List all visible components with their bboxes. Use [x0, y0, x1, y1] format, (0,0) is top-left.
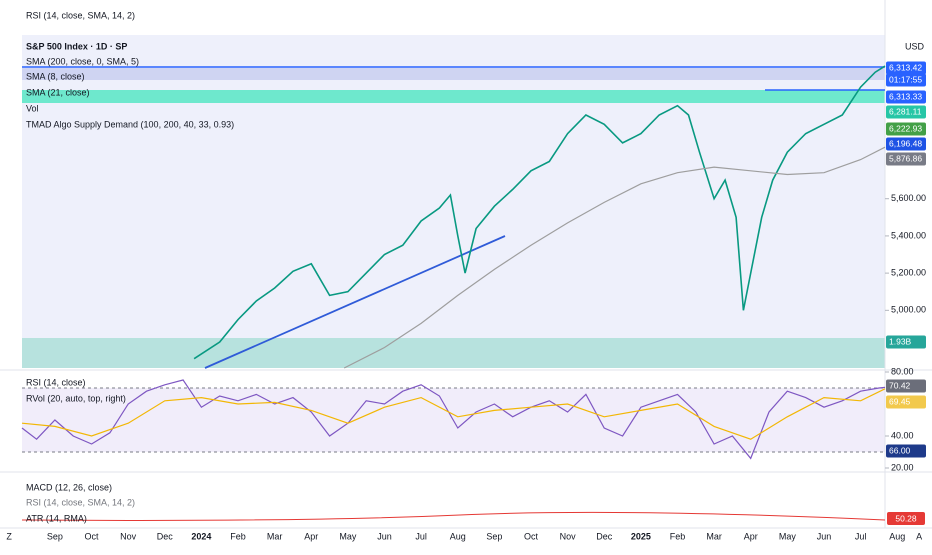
x-tick-label: Jun — [377, 531, 392, 541]
rsi-legend: RSI (14, close, SMA, 14, 2) — [26, 497, 135, 507]
price-tag — [886, 444, 926, 458]
x-tick-label: Mar — [706, 531, 722, 541]
price-tag — [886, 137, 926, 151]
y-tick-label: 20.00 — [891, 462, 914, 472]
header-indicator: RSI (14, close, SMA, 14, 2) — [26, 10, 135, 20]
x-tick-label: Jul — [855, 531, 867, 541]
price-tag-label: 66.00 — [889, 445, 911, 455]
price-tag — [886, 379, 926, 393]
price-tag — [886, 152, 926, 166]
x-tick-label: May — [339, 531, 357, 541]
x-tick-label: Nov — [560, 531, 577, 541]
x-tick-label: Jun — [817, 531, 832, 541]
x-tick-label: Apr — [744, 531, 758, 541]
x-tick-label: Nov — [120, 531, 137, 541]
price-tag — [886, 61, 926, 75]
legend: SMA (200, close, 0, SMA, 5) — [26, 56, 139, 66]
demand-zone — [22, 90, 885, 103]
x-tick-label: Aug — [889, 531, 905, 541]
price-tag-label: 70.42 — [889, 380, 911, 390]
price-tag — [886, 105, 926, 119]
y-tick-label: 5,400.00 — [891, 230, 926, 240]
atr-value: 50.28 — [895, 513, 917, 523]
series-line — [193, 65, 886, 360]
y-tick-label: 40.00 — [891, 430, 914, 440]
price-tag-label: 6,313.42 — [889, 62, 922, 72]
price-tag-label: 01:17:55 — [889, 74, 922, 84]
legend: TMAD Algo Supply Demand (100, 200, 40, 3… — [26, 119, 234, 129]
x-tick-label: Sep — [47, 531, 63, 541]
x-tick-label: Oct — [524, 531, 539, 541]
price-tag-label: 6,313.33 — [889, 91, 922, 101]
x-tick-label: Sep — [486, 531, 502, 541]
series-line — [343, 146, 886, 369]
atr-line — [21, 511, 886, 521]
macd-legend: MACD (12, 26, close) — [26, 482, 112, 492]
legend: Vol — [26, 103, 39, 113]
price-tag — [886, 122, 926, 136]
x-tick-label: Mar — [267, 531, 283, 541]
legend: SMA (8, close) — [26, 71, 85, 81]
x-tick-label: Dec — [596, 531, 613, 541]
supply-zone — [22, 68, 885, 80]
price-tag-label: 5,876.86 — [889, 153, 922, 163]
y-tick-label: 5,000.00 — [891, 305, 926, 315]
atr-legend: ATR (14, RMA) — [26, 513, 87, 523]
price-tag-label: 6,281.11 — [889, 106, 922, 116]
x-tick-label: Jul — [415, 531, 427, 541]
x-tick-label: Dec — [157, 531, 174, 541]
main-pane-bg — [22, 35, 885, 368]
currency: USD — [905, 41, 925, 51]
y-tick-label: 80.00 — [891, 366, 914, 376]
series-line — [21, 388, 886, 440]
x-tick-label: Apr — [304, 531, 318, 541]
x-tick-label: Z — [6, 531, 12, 541]
y-tick-label: 5,200.00 — [891, 267, 926, 277]
x-tick-label: Feb — [670, 531, 686, 541]
atr-tag — [887, 512, 925, 525]
y-tick-label: 5,600.00 — [891, 193, 926, 203]
x-tick-label: Feb — [230, 531, 246, 541]
series-line — [21, 379, 886, 460]
price-tag-label: 6,222.93 — [889, 123, 922, 133]
x-tick-label: Oct — [85, 531, 100, 541]
symbol-title: S&P 500 Index · 1D · SP — [26, 41, 127, 51]
price-tag-label: 69.45 — [889, 396, 911, 406]
x-tick-label: Aug — [450, 531, 466, 541]
price-tag — [886, 73, 926, 87]
price-tag — [886, 90, 926, 104]
trendline — [204, 235, 506, 369]
price-tag-label: 6,196.48 — [889, 138, 922, 148]
rsi-legend: RSI (14, close) — [26, 377, 86, 387]
price-tag — [886, 395, 926, 409]
x-tick-label: 2025 — [631, 531, 651, 541]
price-tag-label: 1.93B — [889, 336, 912, 346]
x-tick-label: A — [916, 531, 922, 541]
x-tick-label: May — [779, 531, 797, 541]
x-tick-label: 2024 — [191, 531, 211, 541]
price-tag — [886, 335, 926, 349]
rsi-legend: RVol (20, auto, top, right) — [26, 393, 126, 403]
legend: SMA (21, close) — [26, 87, 90, 97]
volume-area — [22, 338, 885, 368]
